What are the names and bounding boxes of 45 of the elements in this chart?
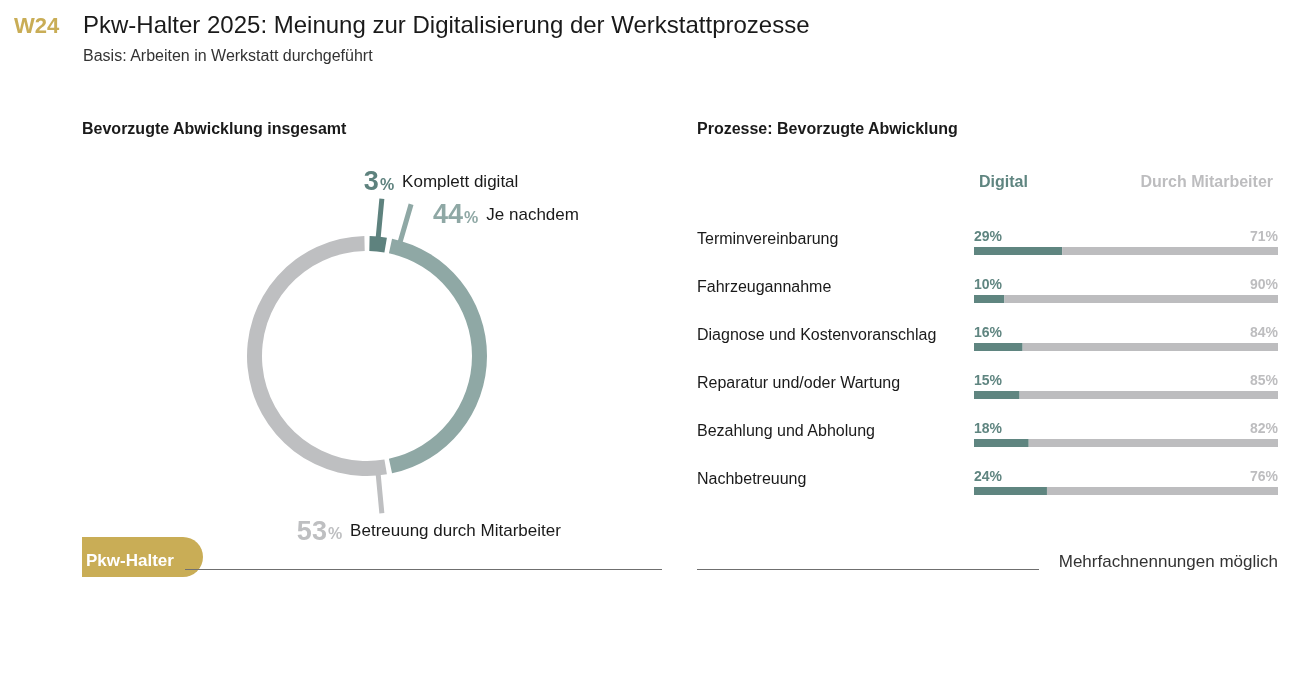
data-label: 29% <box>974 228 1003 244</box>
data-label: 3% <box>363 166 395 197</box>
text: Pkw-Halter <box>86 551 174 571</box>
text: Mehrfachnennungen möglich <box>1058 552 1278 572</box>
y-tick-label: Nachbetreuung <box>697 469 807 487</box>
bar <box>1046 487 1278 495</box>
text: W24 <box>14 13 60 39</box>
data-label: 16% <box>974 324 1003 340</box>
chart-title: Pkw-Halter 2025: Meinung zur Digitalisierung der Werkstattprozesse <box>83 11 810 39</box>
data-label: 71% <box>1249 228 1279 244</box>
text: Prozesse: Bevorzugte Abwicklung <box>697 120 958 138</box>
data-label: 82% <box>1249 420 1279 436</box>
text: Digital <box>979 172 1028 190</box>
data-label: 18% <box>974 420 1003 436</box>
bar <box>1004 295 1278 303</box>
data-label: 44% <box>433 199 479 230</box>
data-label: 90% <box>1249 276 1279 292</box>
slice-label: Komplett digital <box>402 171 519 191</box>
text: Bevorzugte Abwicklung insgesamt <box>82 120 347 138</box>
slice-label: Betreuung durch Mitarbeiter <box>350 521 562 541</box>
bar <box>974 487 1047 495</box>
chart-subtitle: Basis: Arbeiten in Werkstatt durchgeführt <box>83 47 373 65</box>
y-tick-label: Bezahlung und Abholung <box>697 421 875 439</box>
text: Durch Mitarbeiter <box>1140 172 1273 190</box>
slice-label: Je nachdem <box>486 204 579 224</box>
bar <box>974 439 1029 447</box>
data-label: 24% <box>974 468 1003 484</box>
y-tick-label: Reparatur und/oder Wartung <box>697 373 901 391</box>
data-label: 85% <box>1249 372 1279 388</box>
bar <box>974 391 1020 399</box>
y-tick-label: Terminvereinbarung <box>697 229 839 247</box>
bar <box>1022 343 1278 351</box>
bar <box>1028 439 1278 447</box>
data-label: 53% <box>296 515 343 546</box>
y-tick-label: Diagnose und Kostenvoranschlag <box>697 325 937 343</box>
bar <box>974 343 1023 351</box>
bar <box>1019 391 1278 399</box>
y-tick-label: Fahrzeugannahme <box>697 277 832 295</box>
data-label: 84% <box>1249 324 1279 340</box>
data-label: 76% <box>1249 468 1279 484</box>
bar <box>1062 247 1278 255</box>
data-label: 10% <box>974 276 1003 292</box>
data-label: 15% <box>974 372 1003 388</box>
bar <box>974 295 1005 303</box>
bar <box>974 247 1063 255</box>
